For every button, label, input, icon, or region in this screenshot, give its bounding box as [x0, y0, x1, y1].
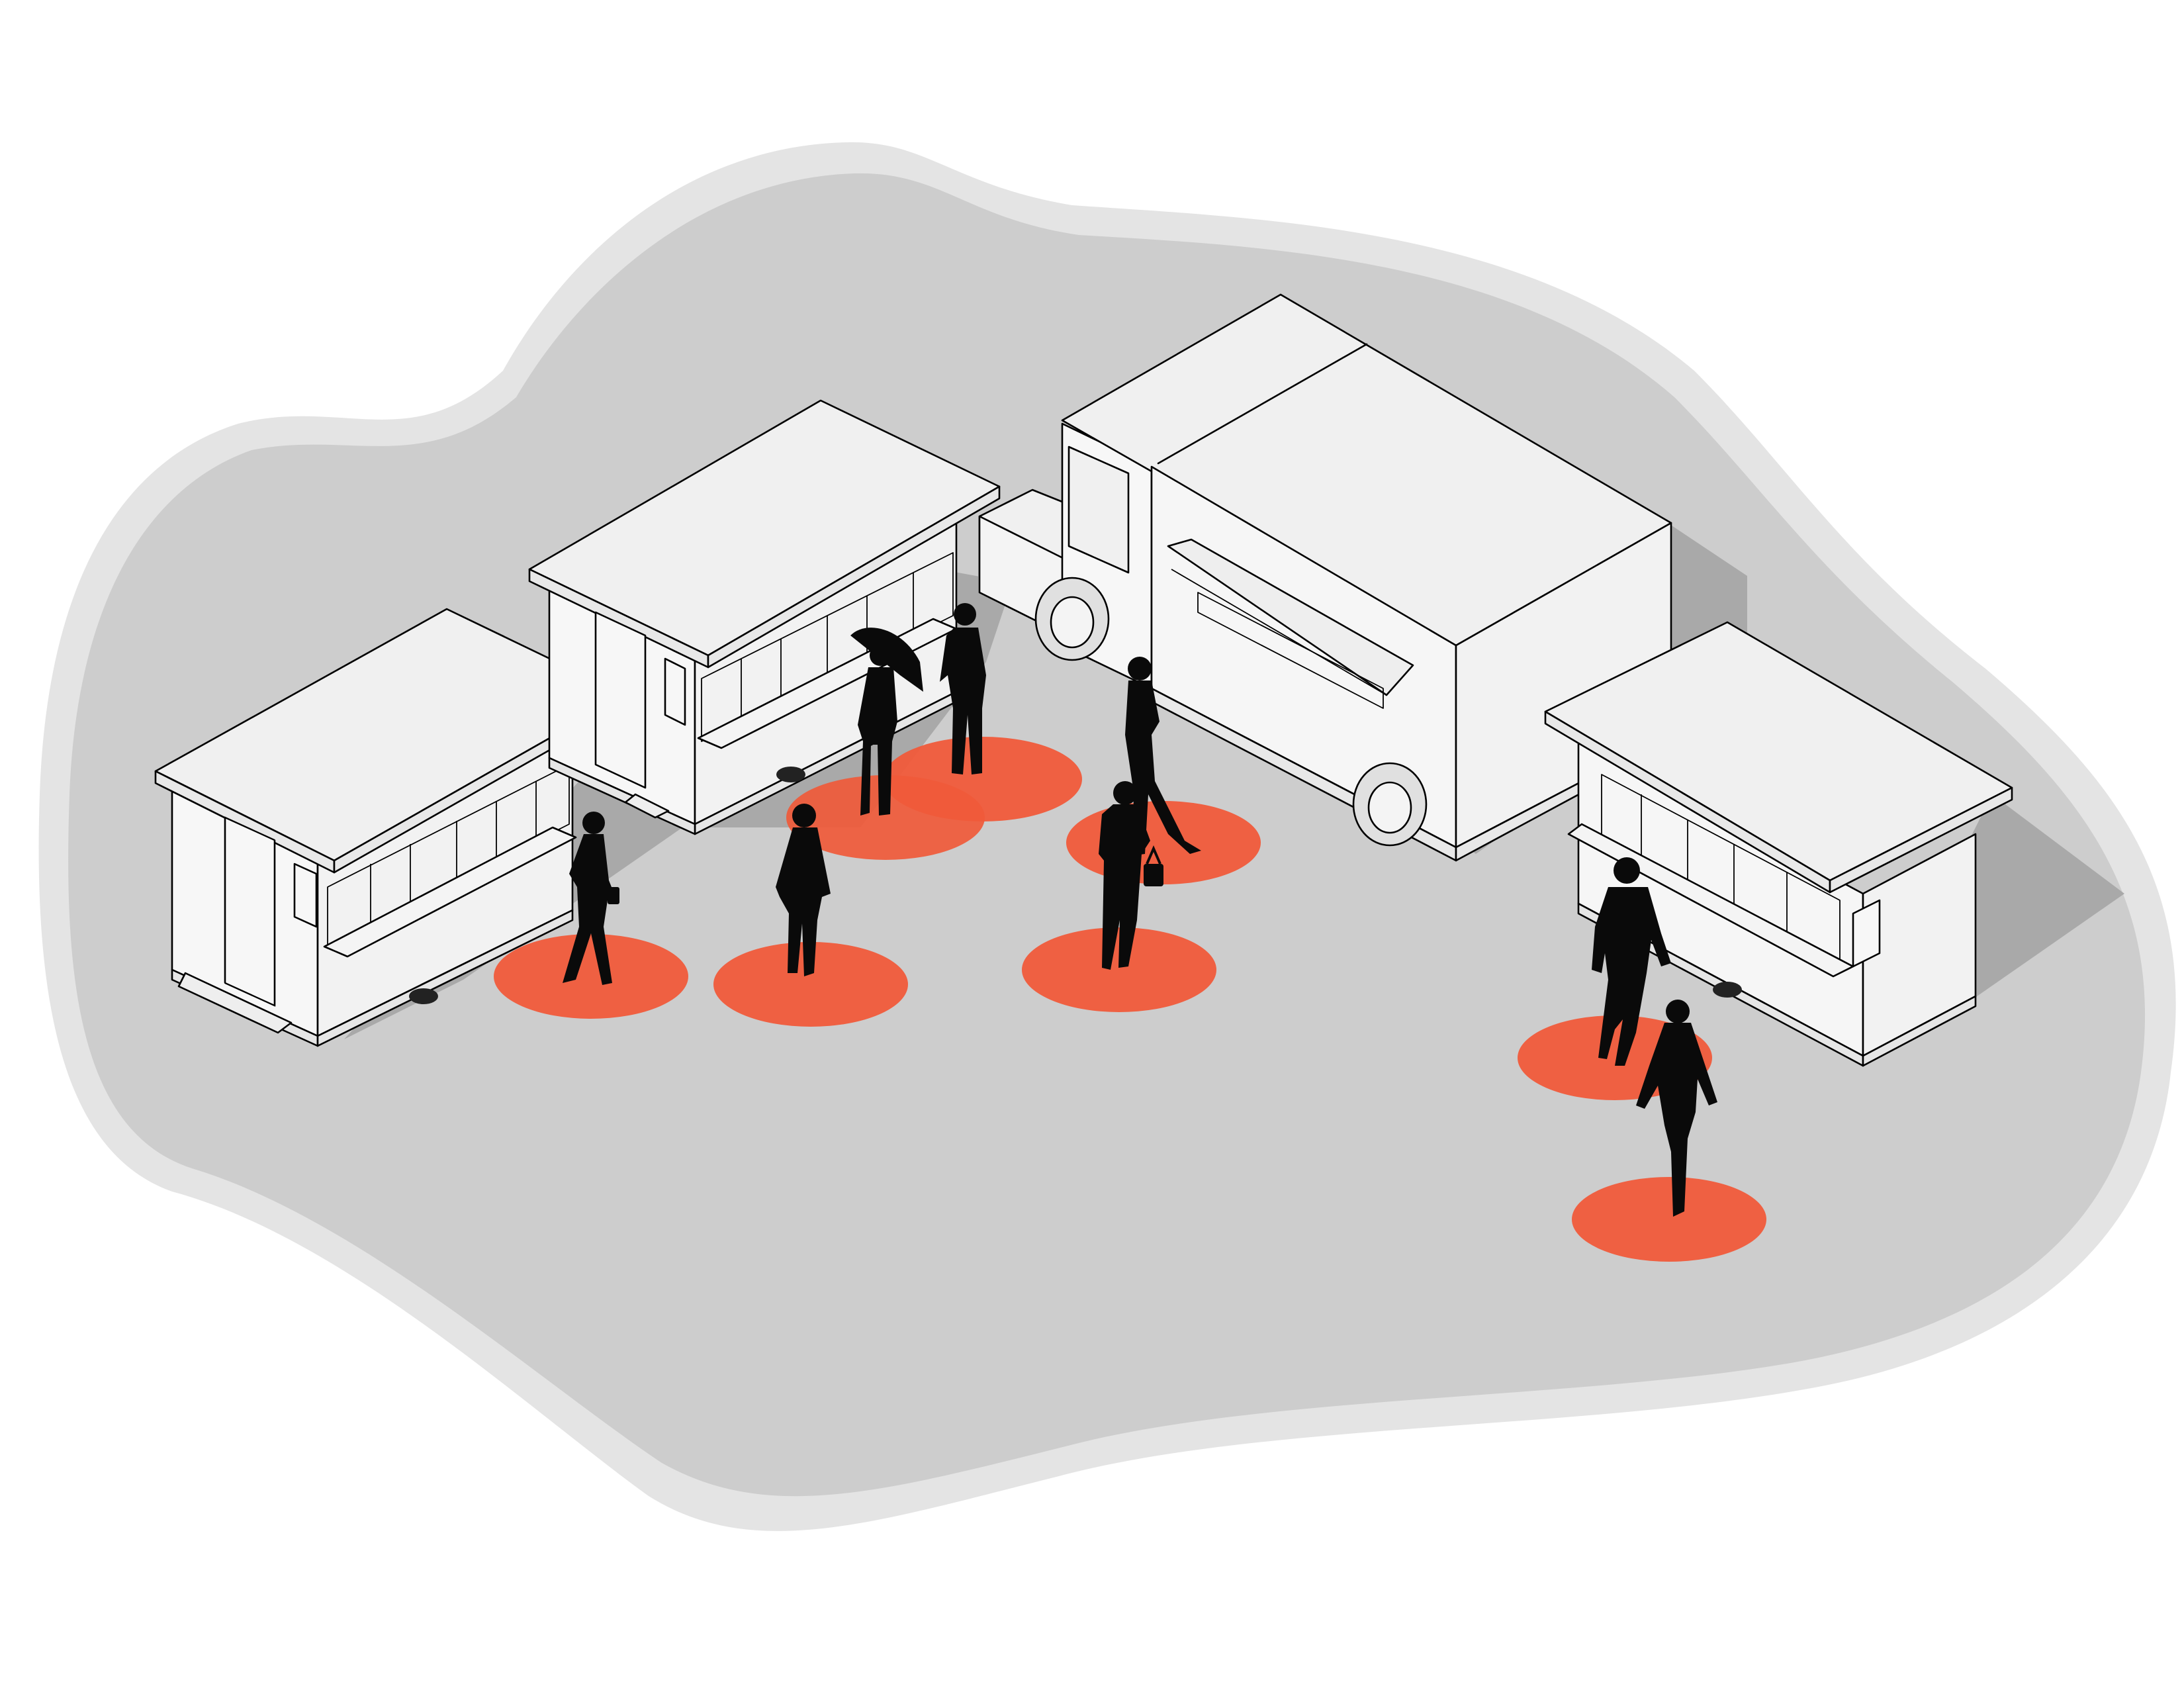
person-woman-left: [563, 812, 619, 985]
distancing-circle: [1572, 1177, 1766, 1262]
cart-right-counter: [1567, 823, 1854, 978]
distancing-circle: [1022, 927, 1216, 1012]
cart-left-service-window: [327, 764, 570, 947]
cart-mid-wheel: [776, 767, 805, 782]
person-woman-center-left: [776, 804, 831, 976]
truck-windshield: [1068, 445, 1130, 574]
person-woman-front-right: [1636, 1000, 1717, 1217]
cart-mid-small-window: [664, 657, 686, 726]
food-cart-middle: [528, 399, 1001, 835]
truck-awning: [1167, 538, 1414, 696]
distancing-circles: [494, 737, 1766, 1262]
cart-left-counter: [323, 826, 577, 958]
cart-right-wheel: [1713, 982, 1742, 998]
person-standing-man: [940, 603, 986, 774]
cart-left-wheel: [409, 988, 438, 1004]
cart-left-door: [224, 816, 276, 1007]
cart-left-small-window: [293, 863, 318, 928]
truck-front-wheel: [1034, 577, 1110, 661]
truck-rear-wheel: [1352, 762, 1428, 847]
distancing-circle: [494, 934, 688, 1019]
cart-mid-hitch: [624, 793, 670, 819]
food-cart-right: [1544, 621, 2013, 1067]
person-man-right: [1592, 857, 1671, 1066]
food-truck: [978, 293, 1672, 862]
people: [563, 603, 1717, 1217]
person-woman-with-handbag: [1099, 781, 1163, 970]
person-with-umbrella: [850, 628, 923, 816]
cart-left-hitch: [177, 972, 293, 1034]
cart-mid-door: [594, 611, 647, 789]
cart-mid-service-window: [701, 552, 954, 742]
distancing-circle: [786, 775, 985, 860]
cart-right-small-window: [1852, 899, 1881, 968]
person-woman-near-truck: [1125, 657, 1201, 855]
food-cart-left: [154, 608, 627, 1047]
distancing-circle: [713, 942, 908, 1027]
